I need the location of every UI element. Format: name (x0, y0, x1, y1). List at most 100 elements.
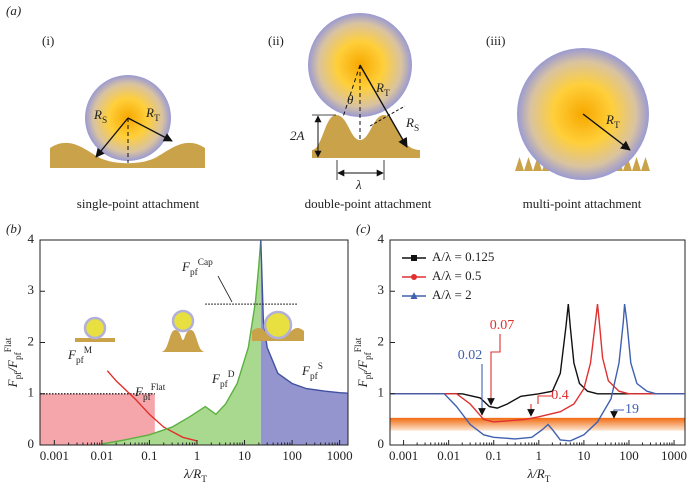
text-part: F (355, 378, 370, 388)
series-line (390, 304, 685, 442)
text-part: pf (220, 379, 229, 390)
x-tick-label: 0.001 (389, 448, 418, 463)
x-tick-label: 1 (536, 448, 543, 463)
inset-ball (171, 309, 195, 333)
series-line (260, 239, 349, 394)
text-part: R (405, 115, 414, 130)
x-tick-label: 10 (577, 448, 590, 463)
area (101, 240, 261, 445)
angle-label: θ (347, 92, 354, 107)
radius-label: RS (93, 107, 107, 126)
y-tick-label: 4 (378, 231, 385, 246)
y-axis-label: Fpf/FpfFlat (354, 337, 374, 388)
text-part: 2A (290, 128, 305, 143)
series-line (390, 304, 685, 423)
x-tick-label: 100 (282, 448, 302, 463)
panel-label: (b) (6, 221, 21, 236)
x-axis-label: λ/RT (527, 466, 551, 485)
caption: single-point attachment (77, 196, 200, 211)
text-part: /F (5, 359, 20, 373)
text-part: T (545, 475, 551, 485)
text-part: M (84, 346, 93, 356)
legend-label: A/λ = 0.5 (432, 268, 481, 283)
amplitude-label: 2A (290, 128, 305, 143)
y-axis-label: Fpf/FpfFlat (4, 337, 24, 388)
x-tick-label: 10 (238, 448, 251, 463)
case-label: (iii) (486, 33, 506, 48)
text-part: pf (76, 355, 85, 366)
text-part: F (211, 371, 221, 386)
text-part: θ (347, 92, 354, 107)
radius-label: RT (605, 112, 620, 131)
inset-ball (263, 310, 293, 340)
text-part: pf (13, 351, 24, 360)
radius-label: RT (375, 80, 390, 99)
area (40, 393, 155, 445)
series-label: FpfM (67, 346, 93, 366)
series-label: FpfCap (181, 258, 213, 278)
annotation: 0.4 (551, 388, 569, 403)
text-part: Flat (4, 337, 14, 352)
legend-label: A/λ = 2 (432, 287, 472, 302)
radius-label: RT (145, 105, 160, 124)
y-tick-label: 1 (378, 385, 385, 400)
y-tick-label: 3 (378, 282, 385, 297)
text-part: T (384, 89, 390, 99)
legend-marker (411, 255, 417, 261)
series-line (390, 304, 685, 409)
series-line (106, 370, 198, 442)
wavelength-label: λ (355, 177, 362, 192)
x-tick-label: 1000 (661, 448, 687, 463)
x-tick-label: 1 (194, 448, 201, 463)
leader (217, 275, 233, 303)
text-part: pf (13, 371, 24, 380)
double-point-sketch (308, 13, 420, 180)
inset-ground (75, 338, 115, 342)
band (390, 417, 685, 431)
text-part: Flat (354, 337, 364, 352)
case-label: (i) (42, 33, 54, 48)
text-part: S (318, 362, 323, 372)
x-tick-label: 100 (619, 448, 639, 463)
caption: double-point attachment (305, 196, 432, 211)
area (260, 240, 348, 445)
x-tick-label: 0.001 (40, 448, 69, 463)
case-label: (ii) (268, 33, 284, 48)
y-tick-label: 0 (378, 436, 385, 451)
text-part: R (145, 105, 154, 120)
y-tick-label: 0 (28, 436, 35, 451)
text-part: pf (310, 371, 319, 382)
text-part: pf (363, 371, 374, 380)
text-part: S (414, 124, 419, 134)
text-part: R (375, 80, 384, 95)
x-tick-label: 0.1 (486, 448, 502, 463)
series-line (101, 239, 262, 445)
text-part: F (5, 378, 20, 388)
inset-ball (83, 316, 107, 340)
annotation-arrow (610, 409, 624, 419)
annotation-arrow (531, 395, 553, 416)
series-label: FpfS (301, 362, 323, 382)
text-part: λ/R (183, 466, 201, 481)
text-part: F (181, 259, 191, 274)
inset-ground (252, 327, 304, 341)
text-part: D (228, 370, 235, 380)
x-tick-label: 0.01 (90, 448, 113, 463)
y-tick-label: 4 (28, 231, 35, 246)
legend-marker (411, 274, 417, 280)
text-part: pf (143, 392, 152, 403)
y-tick-label: 2 (378, 333, 385, 348)
text-part: F (301, 363, 311, 378)
text-part: T (614, 121, 620, 131)
y-tick-label: 1 (28, 385, 35, 400)
text-part: λ (355, 177, 362, 192)
legend-marker (410, 292, 418, 299)
text-part: pf (363, 351, 374, 360)
text-part: R (605, 112, 614, 127)
text-part: F (134, 384, 144, 399)
x-tick-label: 1000 (327, 448, 353, 463)
annotation: 0.07 (490, 318, 515, 333)
y-tick-label: 3 (28, 282, 35, 297)
x-axis-label: λ/RT (183, 466, 207, 485)
